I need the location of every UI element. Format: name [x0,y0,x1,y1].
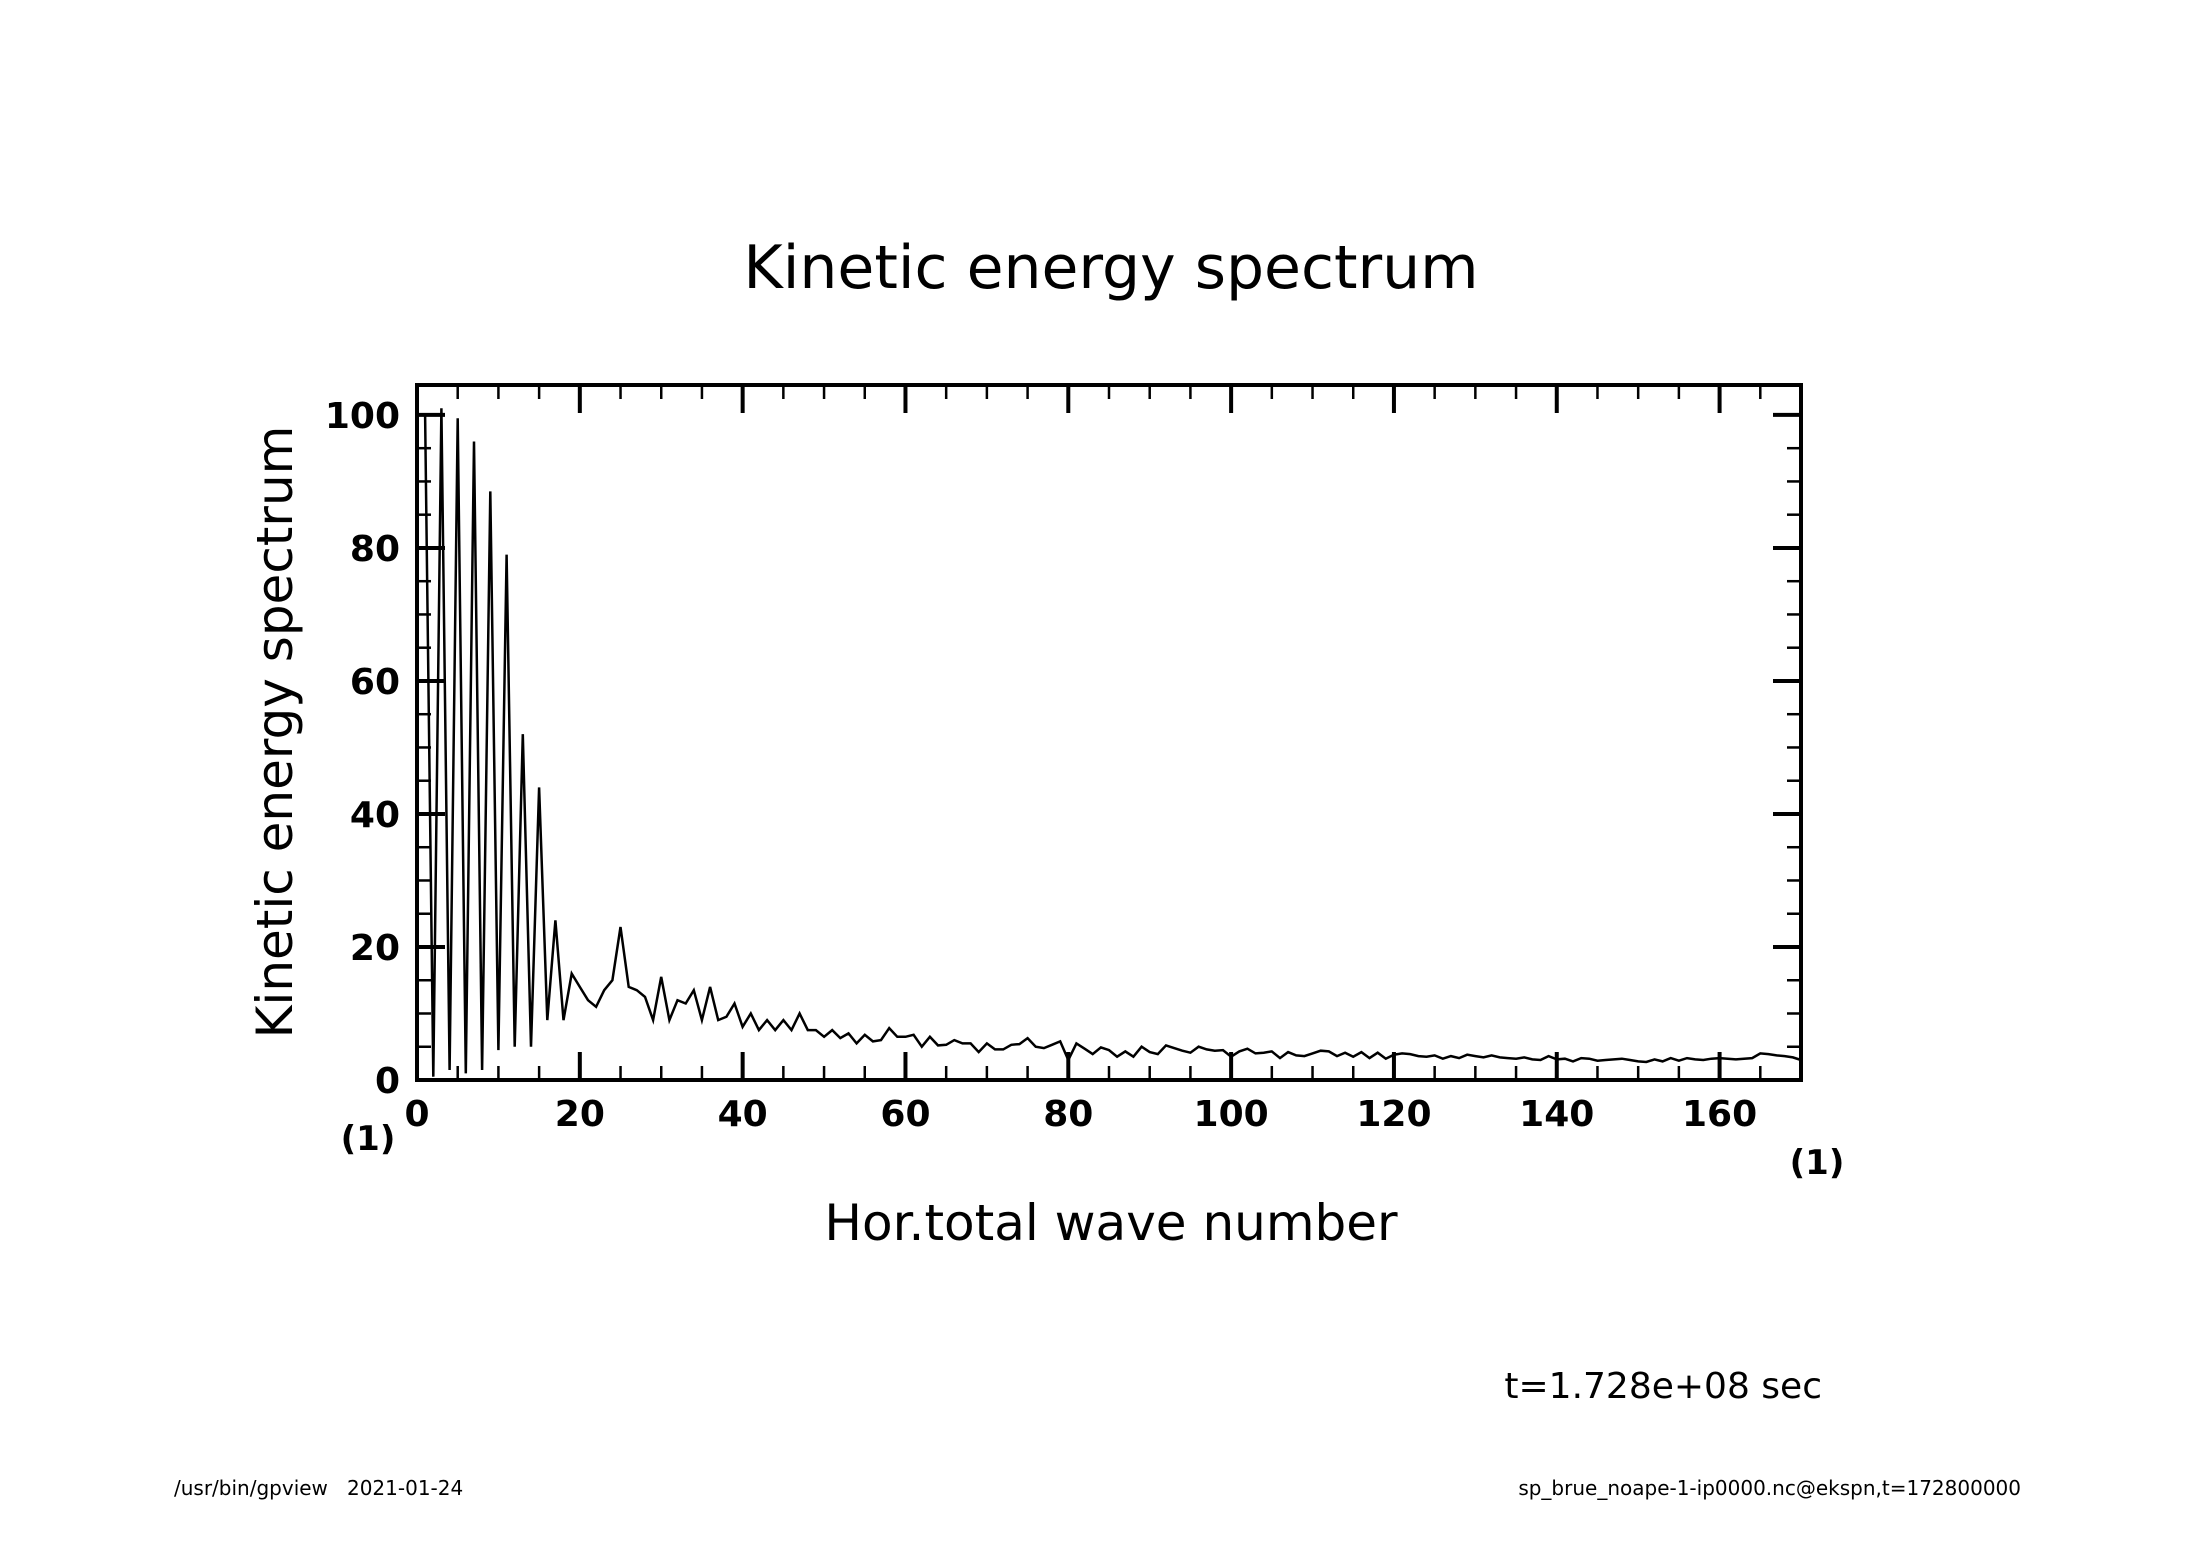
plot-frame [415,383,1803,1082]
x-axis-label: Hor.total wave number [824,1194,1398,1252]
footer-left: /usr/bin/gpview 2021-01-24 [174,1476,463,1500]
y-tick-label: 40 [350,795,400,836]
y-tick-label: 0 [375,1061,400,1102]
footer-right: sp_brue_noape-1-ip0000.nc@ekspn,t=172800… [1518,1476,2021,1500]
chart-title: Kinetic energy spectrum [743,233,1478,303]
x-tick-label: 100 [1194,1094,1269,1135]
y-tick-label: 60 [350,662,400,703]
y-tick-label: 80 [350,529,400,570]
x-tick-label: 140 [1519,1094,1594,1135]
y-tick-labels: 0 20 40 60 80 100 [325,396,400,1102]
y-unit-label: (1) [1790,1143,1845,1183]
y-tick-label: 100 [325,396,400,437]
x-tick-label: 0 [404,1094,429,1135]
x-tick-label: 120 [1356,1094,1431,1135]
axis-ticks [415,385,1803,1082]
x-tick-label: 20 [555,1094,605,1135]
time-annotation: t=1.728e+08 sec [1504,1366,1822,1407]
x-tick-labels: 0 20 40 60 80 100 120 140 160 [404,1094,1757,1135]
y-axis-label: Kinetic energy spectrum [246,426,304,1039]
series-line [423,408,1802,1077]
x-unit-label: (1) [341,1119,396,1159]
x-tick-label: 40 [718,1094,768,1135]
y-tick-label: 20 [350,928,400,969]
x-tick-label: 60 [880,1094,930,1135]
x-tick-label: 80 [1043,1094,1093,1135]
x-tick-label: 160 [1682,1094,1757,1135]
